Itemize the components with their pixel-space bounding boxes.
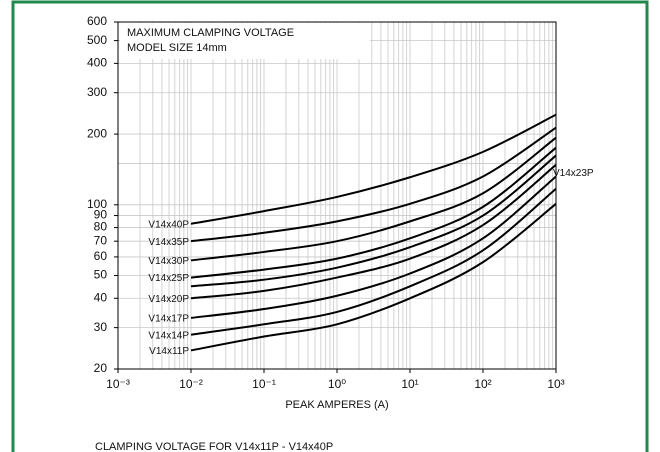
chart-title: MAXIMUM CLAMPING VOLTAGE (127, 27, 294, 39)
y-tick-label: 20 (94, 361, 108, 375)
x-tick-label: 10⁻² (179, 377, 203, 391)
title-box (120, 23, 370, 59)
series-label: V14x30P (148, 256, 189, 267)
x-tick-label: 10¹ (401, 377, 418, 391)
series-label: V14x20P (148, 294, 189, 305)
curve (190, 164, 557, 300)
x-axis-label: PEAK AMPERES (A) (285, 399, 388, 411)
series-label: V14x25P (148, 273, 189, 284)
caption: CLAMPING VOLTAGE FOR V14x11P - V14x40P (95, 441, 333, 452)
series-label: V14x14P (148, 330, 189, 341)
series-label: V14x40P (148, 219, 189, 230)
series-label: V14x35P (148, 237, 189, 248)
y-tick-label: 600 (87, 14, 107, 28)
y-tick-label: 100 (87, 197, 107, 211)
y-tick-label: 50 (94, 268, 108, 282)
x-tick-label: 10⁰ (328, 377, 346, 391)
curve (190, 188, 557, 336)
x-tick-label: 10² (474, 377, 491, 391)
curve (190, 154, 557, 288)
curve (190, 136, 557, 262)
y-tick-label: 30 (94, 320, 108, 334)
y-tick-label: 90 (94, 208, 108, 222)
y-tick-label: 70 (94, 233, 108, 247)
y-tick-label: 40 (94, 290, 108, 304)
y-tick-label: 200 (87, 126, 107, 140)
series-label: V14x17P (148, 314, 189, 325)
x-tick-label: 10⁻³ (106, 377, 130, 391)
curve (190, 126, 557, 243)
curve (190, 175, 557, 319)
y-tick-label: 500 (87, 33, 107, 47)
chart-subtitle: MODEL SIZE 14mm (127, 42, 227, 54)
y-tick-label: 60 (94, 249, 108, 263)
series-label: V14x11P (149, 346, 189, 357)
x-tick-label: 10³ (547, 377, 564, 391)
plot (190, 113, 557, 352)
y-tick-label: 400 (87, 56, 107, 70)
y-tick-label: 80 (94, 220, 108, 234)
x-tick-label: 10⁻¹ (252, 377, 276, 391)
curve (190, 203, 557, 352)
y-tick-label: 300 (87, 85, 107, 99)
series-label: V14x23P (553, 168, 594, 179)
curve (190, 113, 557, 225)
curve (190, 146, 557, 279)
plot-border (117, 21, 557, 370)
